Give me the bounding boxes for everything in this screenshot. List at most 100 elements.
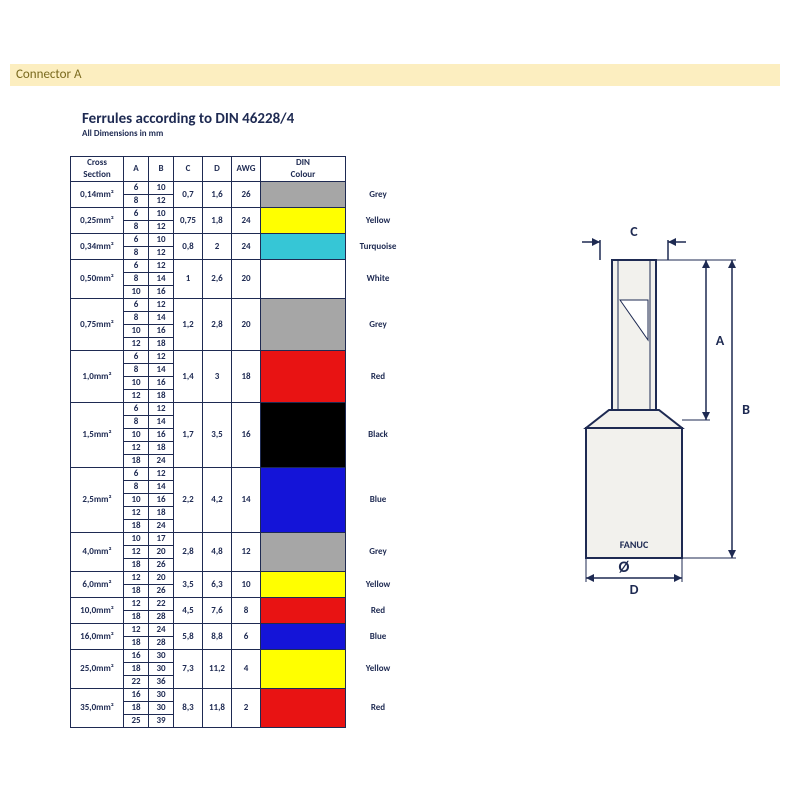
cell-a: 8 xyxy=(124,273,149,286)
dim-label-b: B xyxy=(742,401,750,418)
cell-d: 2,6 xyxy=(203,260,232,299)
cell-b: 18 xyxy=(149,442,174,455)
cell-a: 12 xyxy=(124,338,149,351)
cell-d: 6,3 xyxy=(203,572,232,598)
cell-b: 20 xyxy=(149,546,174,559)
cell-a: 6 xyxy=(124,260,149,273)
cell-a: 16 xyxy=(124,650,149,663)
cell-c: 0,75 xyxy=(174,208,203,234)
col-din-colour: DINColour xyxy=(261,157,346,182)
table-row: 2,5mm²6122,24,214Blue xyxy=(71,468,407,481)
cell-a: 18 xyxy=(124,702,149,715)
cell-a: 8 xyxy=(124,416,149,429)
cell-b: 12 xyxy=(149,221,174,234)
dim-label-d: D xyxy=(630,581,639,598)
table-row: 0,34mm²6100,8224Turquoise xyxy=(71,234,407,247)
cell-b: 18 xyxy=(149,507,174,520)
cell-c: 2,8 xyxy=(174,533,203,572)
cell-colour xyxy=(261,468,346,533)
cell-b: 12 xyxy=(149,299,174,312)
ferrule-pin xyxy=(612,260,656,420)
cell-a: 6 xyxy=(124,468,149,481)
cell-b: 12 xyxy=(149,403,174,416)
dim-label-c: C xyxy=(630,223,638,240)
diameter-icon: Ø xyxy=(619,558,630,577)
cell-cross-section: 4,0mm² xyxy=(71,533,124,572)
cell-cross-section: 10,0mm² xyxy=(71,598,124,624)
cell-colour xyxy=(261,299,346,351)
cell-a: 18 xyxy=(124,559,149,572)
cell-a: 6 xyxy=(124,208,149,221)
cell-d: 1,6 xyxy=(203,182,232,208)
cell-a: 16 xyxy=(124,689,149,702)
cell-colour xyxy=(261,260,346,299)
cell-awg: 24 xyxy=(232,208,261,234)
cell-b: 30 xyxy=(149,650,174,663)
cell-c: 7,3 xyxy=(174,650,203,689)
cell-cross-section: 16,0mm² xyxy=(71,624,124,650)
cell-awg: 2 xyxy=(232,689,261,728)
cell-a: 8 xyxy=(124,195,149,208)
cell-b: 12 xyxy=(149,351,174,364)
cell-b: 30 xyxy=(149,702,174,715)
table-row: 0,50mm²61212,620White xyxy=(71,260,407,273)
cell-a: 6 xyxy=(124,182,149,195)
page-title: Ferrules according to DIN 46228/4 xyxy=(82,110,294,128)
cell-colour-label: Grey xyxy=(346,299,407,351)
cell-awg: 18 xyxy=(232,351,261,403)
cell-colour xyxy=(261,572,346,598)
cell-b: 10 xyxy=(149,234,174,247)
cell-colour-label: Black xyxy=(346,403,407,468)
cell-a: 18 xyxy=(124,585,149,598)
cell-cross-section: 0,25mm² xyxy=(71,208,124,234)
cell-d: 11,2 xyxy=(203,650,232,689)
cell-cross-section: 1,0mm² xyxy=(71,351,124,403)
cell-a: 8 xyxy=(124,247,149,260)
cell-awg: 8 xyxy=(232,598,261,624)
cell-a: 22 xyxy=(124,676,149,689)
cell-c: 1 xyxy=(174,260,203,299)
cell-colour xyxy=(261,234,346,260)
cell-colour-label: Blue xyxy=(346,624,407,650)
svg-text:FANUC: FANUC xyxy=(620,538,649,551)
cell-d: 4,2 xyxy=(203,468,232,533)
cell-awg: 4 xyxy=(232,650,261,689)
col-d: D xyxy=(203,157,232,182)
table-row: 35,0mm²16308,311,82Red xyxy=(71,689,407,702)
cell-awg: 16 xyxy=(232,403,261,468)
cell-b: 14 xyxy=(149,416,174,429)
cell-b: 26 xyxy=(149,559,174,572)
cell-a: 6 xyxy=(124,299,149,312)
cell-c: 3,5 xyxy=(174,572,203,598)
cell-awg: 14 xyxy=(232,468,261,533)
page-subtitle: All Dimensions in mm xyxy=(82,128,163,139)
cell-cross-section: 0,34mm² xyxy=(71,234,124,260)
cell-d: 3 xyxy=(203,351,232,403)
table-row: 0,14mm²6100,71,626Grey xyxy=(71,182,407,195)
cell-d: 11,8 xyxy=(203,689,232,728)
cell-a: 12 xyxy=(124,624,149,637)
col-c: C xyxy=(174,157,203,182)
cell-colour xyxy=(261,182,346,208)
cell-cross-section: 2,5mm² xyxy=(71,468,124,533)
cell-b: 16 xyxy=(149,286,174,299)
cell-a: 12 xyxy=(124,507,149,520)
cell-cross-section: 1,5mm² xyxy=(71,403,124,468)
cell-c: 2,2 xyxy=(174,468,203,533)
cell-a: 10 xyxy=(124,325,149,338)
cell-c: 0,7 xyxy=(174,182,203,208)
cell-d: 2 xyxy=(203,234,232,260)
cell-b: 22 xyxy=(149,598,174,611)
cell-b: 16 xyxy=(149,377,174,390)
cell-colour xyxy=(261,650,346,689)
cell-a: 10 xyxy=(124,286,149,299)
cell-colour xyxy=(261,208,346,234)
cell-b: 14 xyxy=(149,273,174,286)
cell-colour-label: Grey xyxy=(346,182,407,208)
cell-colour xyxy=(261,598,346,624)
cell-a: 18 xyxy=(124,455,149,468)
table-row: 0,25mm²6100,751,824Yellow xyxy=(71,208,407,221)
cell-d: 2,8 xyxy=(203,299,232,351)
cell-colour xyxy=(261,533,346,572)
cell-d: 1,8 xyxy=(203,208,232,234)
